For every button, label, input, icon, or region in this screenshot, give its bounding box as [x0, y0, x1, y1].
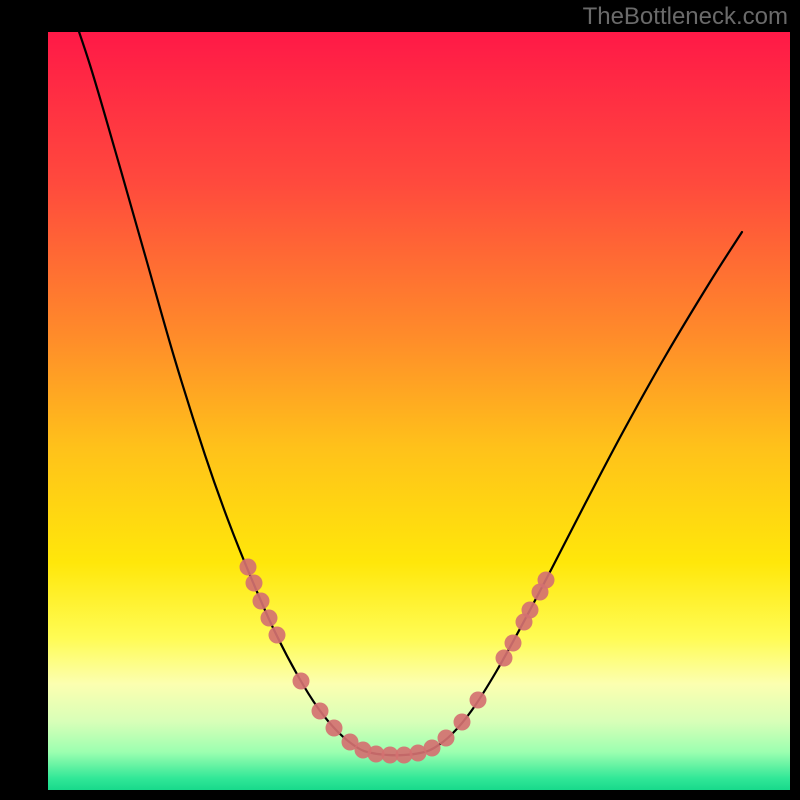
- frame-left: [0, 0, 48, 800]
- marker-dot: [454, 714, 471, 731]
- marker-dot: [269, 627, 286, 644]
- v-curve-line: [68, 32, 742, 755]
- frame-bottom: [0, 790, 800, 800]
- marker-dot: [538, 572, 555, 589]
- marker-dot: [312, 703, 329, 720]
- scatter-markers: [240, 559, 555, 764]
- marker-dot: [253, 593, 270, 610]
- marker-dot: [326, 720, 343, 737]
- marker-dot: [438, 730, 455, 747]
- marker-dot: [240, 559, 257, 576]
- watermark-text: TheBottleneck.com: [583, 3, 788, 31]
- marker-dot: [246, 575, 263, 592]
- marker-dot: [505, 635, 522, 652]
- marker-dot: [261, 610, 278, 627]
- plot-area: [48, 32, 790, 790]
- marker-dot: [496, 650, 513, 667]
- marker-dot: [293, 673, 310, 690]
- marker-dot: [470, 692, 487, 709]
- frame-right: [790, 0, 800, 800]
- marker-dot: [424, 740, 441, 757]
- marker-dot: [522, 602, 539, 619]
- chart-svg: [48, 32, 790, 790]
